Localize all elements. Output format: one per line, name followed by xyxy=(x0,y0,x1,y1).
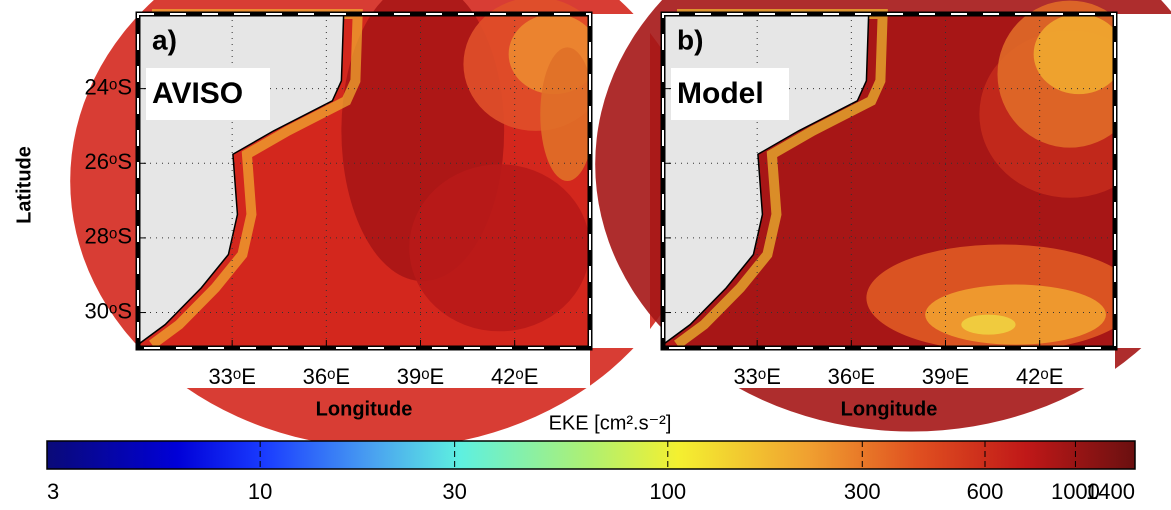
field-patch xyxy=(961,314,1016,335)
panel-label: a) xyxy=(152,24,177,55)
colorbar-tick-label: 300 xyxy=(844,479,881,504)
panel-name: AVISO xyxy=(152,77,243,110)
y-axis-title: Latitude xyxy=(13,146,35,224)
x-tick-label: 39ᵒE xyxy=(922,364,969,389)
x-tick-label: 36ᵒE xyxy=(303,364,350,389)
colorbar-tick-label: 600 xyxy=(967,479,1004,504)
y-tick-label: 24ᵒS xyxy=(85,74,132,99)
panel-label: b) xyxy=(677,24,703,55)
field-clip-right xyxy=(1115,14,1171,348)
colorbar-tick-label: 1000 xyxy=(1051,479,1100,504)
field-patch xyxy=(1033,14,1125,95)
field-patch xyxy=(409,164,590,332)
panel-name-box xyxy=(671,68,789,120)
colorbar-tick-label: 1400 xyxy=(1086,479,1135,504)
coast-band xyxy=(674,9,888,349)
field-clip-bottom xyxy=(138,348,590,388)
x-tick-label: 33ᵒE xyxy=(733,364,780,389)
x-axis-title: Longitude xyxy=(841,398,938,420)
colorbar-tick-label: 100 xyxy=(649,479,686,504)
field-patch xyxy=(925,284,1106,345)
coast-band xyxy=(149,9,363,349)
panel-name: Model xyxy=(677,77,764,110)
frame-dash xyxy=(662,13,1116,349)
colorbar-tick-label: 30 xyxy=(442,479,466,504)
frame-dash xyxy=(137,13,591,349)
field-clip-bottom xyxy=(663,348,1115,388)
y-tick-label: 28ᵒS xyxy=(85,224,132,249)
panel-name-box xyxy=(146,68,270,120)
x-tick-label: 42ᵒE xyxy=(1016,364,1063,389)
colorbar xyxy=(46,440,1136,470)
y-tick-label: 30ᵒS xyxy=(85,298,132,323)
field-patch xyxy=(540,47,595,181)
x-tick-label: 33ᵒE xyxy=(208,364,255,389)
colorbar-tick-label: 3 xyxy=(47,479,59,504)
x-tick-label: 36ᵒE xyxy=(828,364,875,389)
colorbar-title: EKE [cm².s⁻²] xyxy=(549,412,672,434)
y-tick-label: 26ᵒS xyxy=(85,149,132,174)
x-tick-label: 39ᵒE xyxy=(397,364,444,389)
colorbar-tick-label: 10 xyxy=(248,479,272,504)
x-axis-title: Longitude xyxy=(316,398,413,420)
x-tick-label: 42ᵒE xyxy=(491,364,538,389)
